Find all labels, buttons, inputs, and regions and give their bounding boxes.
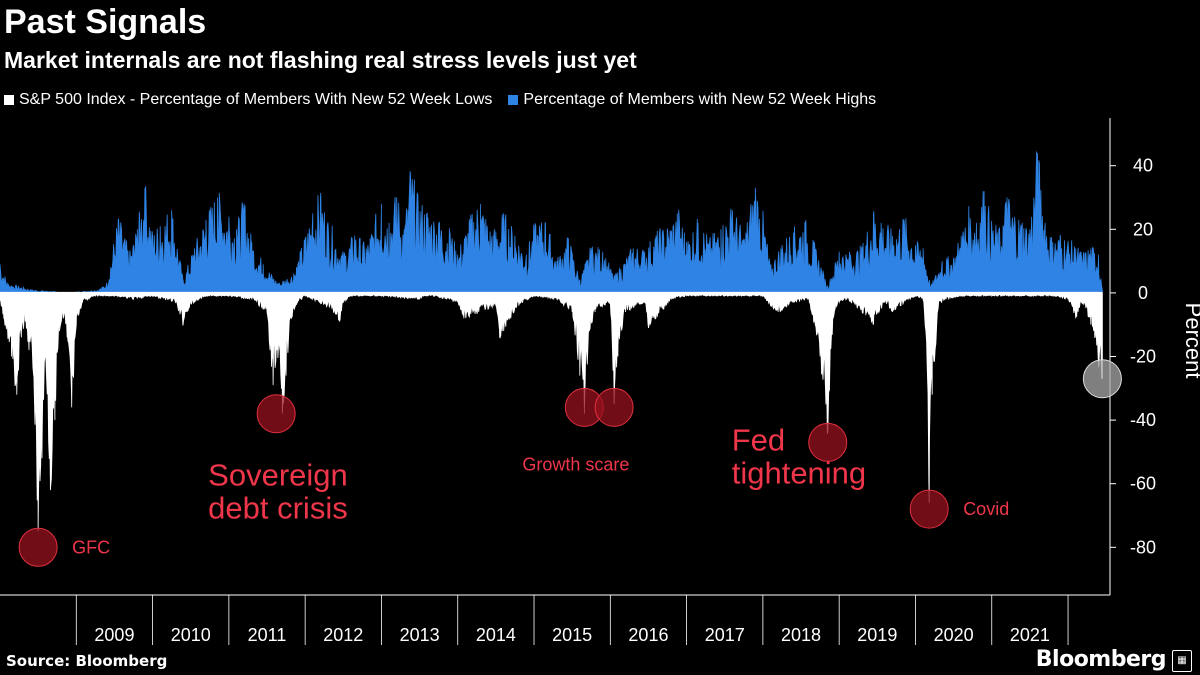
annotation-label-5: Covid (963, 499, 1009, 519)
legend-item-highs: Percentage of Members with New 52 Week H… (508, 90, 876, 110)
x-tick-label-2019: 2019 (857, 625, 897, 645)
y-tick-label-1: 20 (1133, 219, 1153, 239)
x-tick-label-2012: 2012 (323, 625, 363, 645)
annotation-label-line: Fed (732, 422, 785, 457)
annotation-marker-5 (909, 489, 949, 529)
y-axis-title: Percent (1181, 303, 1200, 379)
x-tick-label-2013: 2013 (400, 625, 440, 645)
x-tick-label-2010: 2010 (171, 625, 211, 645)
annotation-marker-0 (18, 527, 58, 567)
legend-label-highs: Percentage of Members with New 52 Week H… (523, 91, 877, 108)
x-tick-label-2020: 2020 (934, 625, 974, 645)
annotation-marker-3 (594, 387, 634, 427)
x-tick-label-2011: 2011 (248, 625, 287, 645)
x-tick-label-2014: 2014 (476, 625, 516, 645)
annotation-label-line: debt crisis (208, 491, 348, 526)
legend-label-lows: S&P 500 Index - Percentage of Members Wi… (19, 91, 493, 108)
annotation-current-marker (1082, 359, 1122, 399)
x-tick-label-2016: 2016 (628, 625, 668, 645)
series-highs-area (0, 151, 1103, 294)
y-tick-label-4: -40 (1130, 410, 1156, 430)
x-tick-label-2017: 2017 (705, 625, 745, 645)
annotation-marker-4 (808, 422, 848, 462)
source-note: Source: Bloomberg (6, 652, 168, 670)
x-tick-label-2009: 2009 (94, 625, 134, 645)
legend-swatch-lows (4, 95, 14, 105)
y-tick-label-3: -20 (1130, 347, 1156, 367)
y-tick-label-2: 0 (1138, 283, 1148, 303)
legend-swatch-highs (508, 95, 519, 105)
annotation-label-4: Fed tightening (732, 422, 866, 490)
y-tick-label-0: 40 (1133, 156, 1153, 176)
bloomberg-terminal-icon: ▦ (1172, 650, 1192, 672)
annotation-label-0: GFC (72, 537, 110, 557)
annotation-label-1: Sovereign debt crisis (208, 458, 348, 526)
series-lows-area (0, 292, 1103, 532)
chart-subtitle: Market internals are not flashing real s… (4, 47, 637, 73)
annotation-label-line: tightening (732, 455, 866, 490)
x-tick-label-2015: 2015 (552, 625, 592, 645)
legend-item-lows: S&P 500 Index - Percentage of Members Wi… (4, 90, 492, 110)
chart-legend: S&P 500 Index - Percentage of Members Wi… (4, 90, 876, 110)
annotation-label-2: Growth scare (522, 454, 629, 474)
annotation-marker-1 (256, 394, 296, 434)
annotation-label-line: Sovereign (208, 458, 348, 493)
y-tick-label-5: -60 (1130, 474, 1156, 494)
y-tick-label-6: -80 (1130, 537, 1156, 557)
x-tick-label-2021: 2021 (1010, 625, 1050, 645)
x-tick-label-2018: 2018 (781, 625, 821, 645)
brand-logo: Bloomberg (1035, 647, 1167, 672)
chart-title: Past Signals (4, 3, 207, 41)
